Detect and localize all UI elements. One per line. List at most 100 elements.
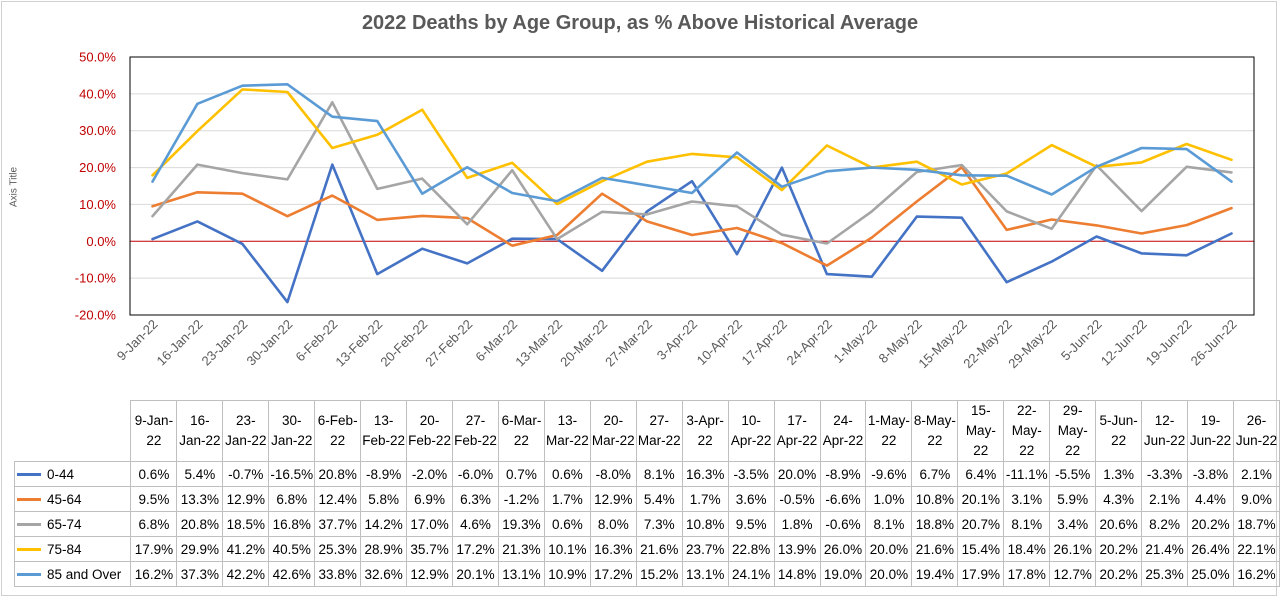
table-cell: 1.0%: [865, 486, 913, 512]
table-header-row: 9-Jan-22 16-Jan-22 23-Jan-22 30-Jan-22 6-Feb…: [14, 400, 1280, 462]
table-cell: 20.8%: [314, 461, 362, 487]
table-cell: -8.9%: [360, 461, 408, 487]
plot-border: [129, 56, 1255, 316]
table-column-header: 19-Jun-22: [1187, 400, 1234, 462]
table-column-header: 3-Apr-22: [681, 400, 729, 462]
table-cell: 18.4%: [1003, 536, 1051, 562]
table-cell: 28.9%: [360, 536, 408, 562]
table-cell: 25.3%: [1141, 561, 1189, 587]
table-column-header: 6-Mar-22: [497, 400, 545, 462]
legend-entry: 75-84: [13, 536, 132, 562]
table-cell: 3.4%: [1049, 511, 1097, 537]
table-cell: 15.2%: [635, 561, 683, 587]
table-cell: 3.1%: [1003, 486, 1051, 512]
table-cell: -8.0%: [589, 461, 637, 487]
table-cell: 0.7%: [497, 461, 545, 487]
x-tick-label: 23-Jan-22: [199, 317, 251, 369]
y-axis-ticks: 50.0% 40.0% 30.0% 20.0% 10.0% 0.0% -10.0% -20.0…: [75, 50, 117, 323]
table-row: 45-64 9.5% 13.3% 12.9% 6.8% 12.4% 5.8% 6.9% 6.3%…: [13, 486, 1280, 512]
table-cell: 41.2%: [222, 536, 270, 562]
legend-entry: 0-44: [13, 461, 132, 487]
y-tick-label: 10.0%: [79, 197, 116, 212]
table-cell: 16.3%: [681, 461, 729, 487]
table-cell: 20.7%: [957, 511, 1005, 537]
table-cell: 5.9%: [1049, 486, 1097, 512]
table-column-header: 13-Mar-22: [543, 400, 591, 462]
x-tick-label: 27-Feb-22: [422, 317, 475, 370]
table-column-header: 24-Apr-22: [819, 400, 867, 462]
table-column-header: 27-Feb-22: [452, 400, 499, 462]
table-cell: 10.8%: [911, 486, 959, 512]
table-column-header: 16-Jan-22: [176, 400, 224, 462]
table-cell: 9.5%: [727, 511, 775, 537]
table-column-header: 8-May-22: [911, 400, 959, 462]
x-tick-label: 12-Jun-22: [1098, 317, 1150, 369]
legend-entry: 45-64: [13, 486, 132, 512]
x-tick-label: 24-Apr-22: [784, 317, 835, 368]
table-cell: 3.6%: [727, 486, 775, 512]
table-cell: 16.8%: [268, 511, 316, 537]
series-lines: [151, 83, 1233, 304]
x-tick-label: 10-Apr-22: [694, 317, 745, 368]
table-cell: 14.8%: [773, 561, 821, 587]
chart-title: 2022 Deaths by Age Group, as % Above His…: [361, 12, 919, 34]
table-cell: 13.1%: [497, 561, 545, 587]
table-cell: 13.3%: [176, 486, 224, 512]
x-tick-label: 29-May-22: [1005, 317, 1060, 372]
table-cell: 10.1%: [543, 536, 591, 562]
table-column-header: 20-Feb-22: [406, 400, 454, 462]
table-cell: 5.4%: [176, 461, 224, 487]
x-tick-label: 16-Jan-22: [154, 317, 206, 369]
table-column-header: 20-Mar-22: [589, 400, 637, 462]
legend-label: 45-64: [47, 491, 82, 507]
table-cell: 20.2%: [1095, 536, 1143, 562]
y-tick-label: -10.0%: [75, 271, 117, 286]
table-cell: 0.6%: [543, 511, 591, 537]
table-cell: 8.1%: [1003, 511, 1051, 537]
table-cell: 21.6%: [635, 536, 683, 562]
table-cell: 18.8%: [911, 511, 959, 537]
table-column-header: 22-May-22: [1003, 400, 1051, 462]
table-cell: 6.3%: [452, 486, 499, 512]
table-cell: 17.2%: [452, 536, 499, 562]
x-tick-label: 19-Jun-22: [1143, 317, 1195, 369]
table-cell: 22.8%: [727, 536, 775, 562]
table-cell: 19.0%: [819, 561, 867, 587]
table-cell: 18.7%: [1232, 511, 1280, 537]
table-column-header: 23-Jan-22: [222, 400, 270, 462]
table-cell: 1.7%: [543, 486, 591, 512]
table-row: 0-44 0.6% 5.4% -0.7% -16.5% 20.8% -8.9% -2.0% -6…: [13, 461, 1280, 487]
legend-key: [17, 573, 41, 577]
x-tick-label: 5-Jun-22: [1058, 317, 1105, 364]
table-cell: 16.3%: [589, 536, 637, 562]
table-corner: [14, 400, 132, 462]
series-line-0: [151, 163, 1233, 304]
table-column-header: 17-Apr-22: [773, 400, 821, 462]
table-cell: -9.6%: [865, 461, 913, 487]
table-cell: 16.2%: [1232, 561, 1280, 587]
table-cell: 4.6%: [452, 511, 499, 537]
table-row: 65-74 6.8% 20.8% 18.5% 16.8% 37.7% 14.2% 17.0% 4…: [13, 511, 1280, 537]
table-column-header: 30-Jan-22: [268, 400, 316, 462]
table-cell: 42.2%: [222, 561, 270, 587]
table-cell: 12.9%: [222, 486, 270, 512]
table-column-header: 12-Jun-22: [1141, 400, 1189, 462]
table-cell: 26.4%: [1187, 536, 1234, 562]
table-cell: -6.6%: [819, 486, 867, 512]
table-cell: -0.7%: [222, 461, 270, 487]
table-cell: 40.5%: [268, 536, 316, 562]
table-cell: 6.9%: [406, 486, 454, 512]
table-cell: 14.2%: [360, 511, 408, 537]
table-cell: 5.4%: [635, 486, 683, 512]
y-tick-label: 0.0%: [86, 234, 116, 249]
table-cell: 18.5%: [222, 511, 270, 537]
table-cell: 35.7%: [406, 536, 454, 562]
table-cell: 21.6%: [911, 536, 959, 562]
y-tick-label: 40.0%: [79, 86, 116, 101]
table-cell: -16.5%: [268, 461, 316, 487]
table-cell: -3.5%: [727, 461, 775, 487]
table-cell: 37.7%: [314, 511, 362, 537]
series-line-4: [151, 83, 1233, 203]
table-cell: 26.1%: [1049, 536, 1097, 562]
table-column-header: 13-Feb-22: [360, 400, 408, 462]
